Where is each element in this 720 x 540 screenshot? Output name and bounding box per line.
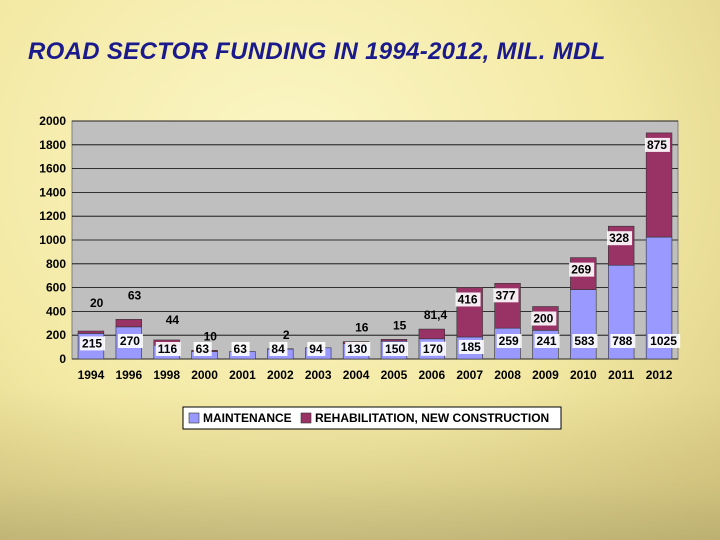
y-tick-label: 800	[46, 257, 66, 271]
legend-box	[182, 406, 562, 430]
data-label-rehabilitation: 44	[166, 313, 180, 327]
legend-swatch	[188, 412, 200, 424]
data-label-rehabilitation: 328	[609, 231, 629, 245]
x-tick-label: 2008	[494, 368, 521, 382]
data-label-rehabilitation: 81,4	[424, 308, 448, 322]
data-label-bg	[231, 342, 250, 356]
y-tick-label: 0	[59, 352, 66, 366]
data-label-maintenance: 84	[271, 342, 285, 356]
data-label-bg	[420, 341, 446, 356]
x-tick-label: 2006	[418, 368, 445, 382]
data-label-bg	[155, 342, 181, 356]
data-label-maintenance: 116	[158, 342, 178, 356]
data-label-rehabilitation: 416	[458, 292, 478, 306]
x-tick-label: 2003	[305, 368, 332, 382]
bar-rehabilitation	[77, 330, 105, 334]
data-label-rehabilitation: 15	[393, 318, 407, 332]
data-label-rehabilitation: 377	[495, 288, 515, 302]
data-label-maintenance: 583	[574, 334, 594, 348]
data-label-maintenance: 150	[385, 342, 405, 356]
x-tick-label: 2005	[381, 368, 408, 382]
legend-label: MAINTENANCE	[203, 411, 292, 425]
y-tick-label: 1800	[39, 138, 66, 152]
y-tick-label: 1000	[39, 233, 66, 247]
data-label-maintenance: 241	[537, 334, 557, 348]
data-label-bg	[455, 292, 481, 307]
bar-rehabilitation	[115, 319, 142, 328]
data-label-bg	[531, 311, 557, 326]
data-label-maintenance: 130	[347, 342, 367, 356]
data-label-maintenance: 259	[499, 334, 519, 348]
data-label-maintenance: 215	[82, 336, 102, 350]
data-label-bg	[458, 339, 484, 354]
data-label-maintenance: 788	[612, 334, 632, 348]
data-label-maintenance: 94	[309, 342, 323, 356]
data-label-rehabilitation: 10	[204, 329, 218, 343]
y-tick-label: 1400	[39, 185, 66, 199]
data-label-maintenance: 1025	[650, 334, 677, 348]
data-label-bg	[648, 334, 681, 348]
x-tick-label: 2011	[608, 368, 634, 382]
data-label-rehabilitation: 200	[533, 312, 553, 326]
x-axis: 1994 1996 1998 2000 2001 2002 2003 2004 2005 2006…	[78, 368, 673, 382]
legend-swatch	[300, 412, 312, 424]
data-label-bg	[269, 342, 288, 356]
data-label-maintenance: 63	[196, 342, 210, 356]
y-tick-label: 1600	[39, 162, 66, 176]
data-label-bg	[117, 334, 143, 348]
legend: MAINTENANCE REHABILITATION, NEW CONSTRUCT…	[182, 406, 562, 430]
x-tick-label: 2002	[267, 368, 294, 382]
x-tick-label: 2009	[532, 368, 559, 382]
data-label-bg	[80, 336, 106, 351]
data-label-rehabilitation: 269	[571, 263, 591, 277]
data-label-maintenance: 270	[120, 334, 140, 348]
bar-rehabilitation	[380, 339, 408, 342]
data-label-rehabilitation: 63	[128, 288, 142, 302]
data-label-bg	[193, 342, 212, 356]
data-label-bg	[534, 334, 560, 348]
y-tick-label: 200	[46, 328, 66, 342]
bar-maintenance	[570, 289, 597, 360]
data-label-bg	[493, 288, 519, 303]
y-tick-label: 600	[46, 281, 66, 295]
data-label-maintenance: 63	[234, 342, 248, 356]
data-label-rehabilitation: 875	[647, 138, 667, 152]
data-label-bg	[345, 342, 371, 356]
x-tick-label: 2001	[229, 368, 256, 382]
data-label-maintenance: 185	[461, 340, 481, 354]
data-label-rehabilitation: 16	[355, 321, 369, 335]
y-tick-label: 1200	[39, 209, 66, 223]
x-tick-label: 1994	[78, 368, 105, 382]
y-tick-label: 400	[46, 304, 66, 318]
x-tick-label: 1996	[115, 368, 142, 382]
data-label-bg	[644, 137, 670, 152]
data-label-bg	[607, 231, 633, 246]
data-label-bg	[496, 334, 522, 348]
x-tick-label: 2012	[646, 368, 673, 382]
x-tick-label: 1998	[153, 368, 180, 382]
data-label-rehabilitation: 20	[90, 296, 104, 310]
data-label-maintenance: 170	[423, 342, 443, 356]
page-title: ROAD SECTOR FUNDING IN 1994-2012, MIL. M…	[28, 38, 606, 65]
bar-rehabilitation	[418, 328, 445, 340]
chart-container: 0 200 400 600 800 1000 1200 1400 1600 1800 2000 21…	[18, 105, 698, 445]
x-tick-label: 2010	[570, 368, 597, 382]
data-label-bg	[610, 334, 636, 348]
data-label-bg	[383, 342, 409, 356]
x-tick-label: 2004	[343, 368, 370, 382]
y-axis: 0 200 400 600 800 1000 1200 1400 1600 1800 2000	[39, 114, 66, 366]
data-label-bg	[572, 334, 598, 348]
y-tick-label: 2000	[39, 114, 66, 128]
legend-label: REHABILITATION, NEW CONSTRUCTION	[315, 411, 549, 425]
data-label-bg	[307, 342, 326, 356]
x-tick-label: 2000	[191, 368, 218, 382]
x-tick-label: 2007	[456, 368, 483, 382]
data-label-bg	[569, 262, 595, 277]
data-label-rehabilitation: 2	[283, 328, 290, 342]
